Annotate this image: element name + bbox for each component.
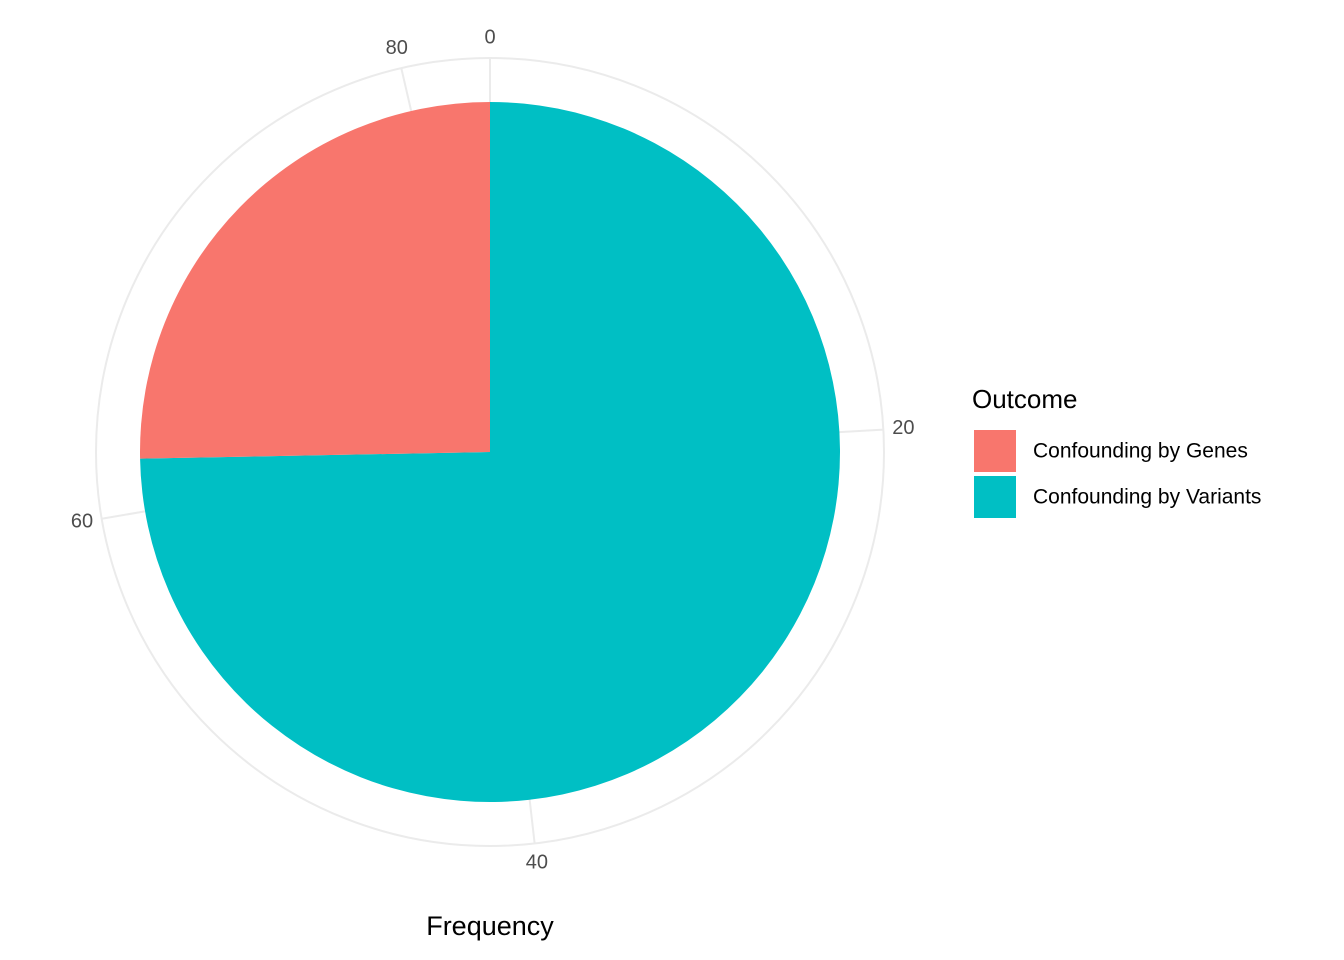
tick-label: 0 <box>484 26 495 48</box>
tick-label: 20 <box>892 417 914 439</box>
tick-label: 80 <box>386 37 408 59</box>
pie-slice <box>140 102 840 802</box>
axis-label: Frequency <box>426 911 554 941</box>
legend-title: Outcome <box>972 384 1078 414</box>
legend-label: Confounding by Variants <box>1033 486 1261 509</box>
tick-label: 60 <box>71 510 93 532</box>
legend-label: Confounding by Genes <box>1033 440 1248 463</box>
tick-label: 40 <box>526 852 548 874</box>
pie-slice <box>140 102 490 459</box>
legend-key <box>974 430 1016 472</box>
legend-key <box>974 476 1016 518</box>
